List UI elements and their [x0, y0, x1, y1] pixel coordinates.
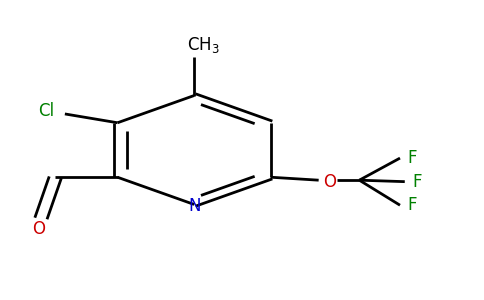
Text: N: N — [188, 197, 200, 215]
Text: F: F — [407, 196, 417, 214]
Text: Cl: Cl — [38, 102, 54, 120]
Text: O: O — [323, 173, 336, 191]
Text: CH$_3$: CH$_3$ — [187, 35, 220, 56]
Text: F: F — [407, 149, 417, 167]
Text: F: F — [412, 173, 422, 191]
Text: O: O — [32, 220, 45, 238]
